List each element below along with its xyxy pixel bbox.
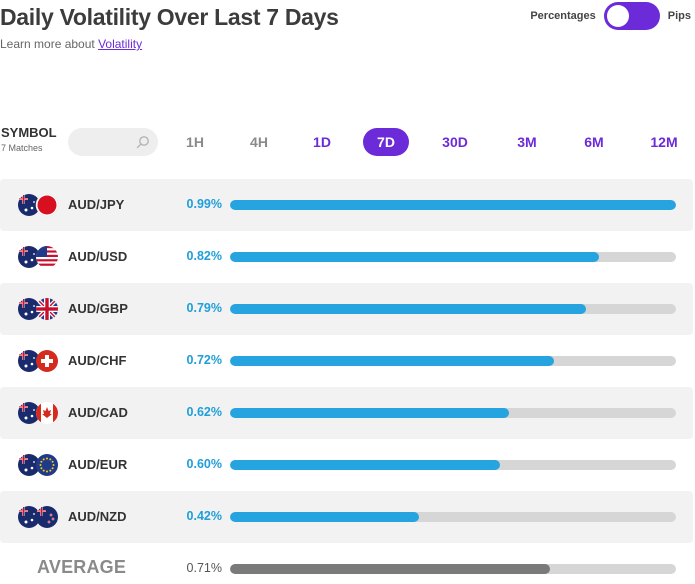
volatility-percent: 0.99% <box>186 197 222 211</box>
tab-timeframe-7d[interactable]: 7D <box>363 128 409 156</box>
toggle-label-pips: Pips <box>667 10 691 22</box>
currency-flags <box>18 454 58 476</box>
table-row[interactable]: AUD/GBP 0.79% <box>0 283 693 335</box>
table-row[interactable]: AUD/CAD 0.62% <box>0 387 693 439</box>
units-toggle-group: Percentages Pips <box>530 2 691 30</box>
toggle-knob <box>606 5 629 27</box>
pair-symbol[interactable]: AUD/USD <box>68 249 128 264</box>
au-flag-icon <box>18 298 40 320</box>
average-percent: 0.71% <box>186 561 222 575</box>
page-title: Daily Volatility Over Last 7 Days <box>0 4 339 30</box>
filter-row: SYMBOL 7 Matches 1H 4H 1D 7D 30D 3M 6M 12M <box>0 124 695 160</box>
volatility-list: AUD/JPY 0.99% AUD/USD 0.82% AUD/GBP 0.79% AUD/… <box>0 179 693 543</box>
volatility-bar-fill <box>230 512 420 522</box>
learn-more-prefix: Learn more about <box>0 37 99 51</box>
learn-more-text: Learn more about Volatility <box>0 37 142 51</box>
pair-symbol[interactable]: AUD/CAD <box>68 405 128 420</box>
tab-timeframe-6m[interactable]: 6M <box>584 134 604 150</box>
table-row[interactable]: AUD/EUR 0.60% <box>0 439 693 491</box>
tab-timeframe-1h[interactable]: 1H <box>186 134 204 150</box>
tab-timeframe-1d[interactable]: 1D <box>313 134 331 150</box>
nz-flag-icon <box>36 506 58 528</box>
tab-timeframe-3m[interactable]: 3M <box>517 134 537 150</box>
au-flag-icon <box>18 350 40 372</box>
average-label: AVERAGE <box>37 557 127 577</box>
symbol-label: SYMBOL <box>1 125 57 140</box>
tab-timeframe-12m[interactable]: 12M <box>650 134 678 150</box>
gb-flag-icon <box>36 298 58 320</box>
volatility-bar-track <box>230 408 676 418</box>
volatility-bar-fill <box>230 252 600 262</box>
table-row[interactable]: AUD/CHF 0.72% <box>0 335 693 387</box>
volatility-bar-fill <box>230 356 555 366</box>
volatility-bar-track <box>230 304 676 314</box>
pair-symbol[interactable]: AUD/EUR <box>68 457 128 472</box>
units-toggle-switch[interactable] <box>603 2 660 30</box>
table-row[interactable]: AUD/NZD 0.42% <box>0 491 693 543</box>
volatility-bar-track <box>230 512 676 522</box>
pair-symbol[interactable]: AUD/NZD <box>68 509 127 524</box>
pair-symbol[interactable]: AUD/CHF <box>68 353 127 368</box>
ch-flag-icon <box>36 350 58 372</box>
volatility-bar-fill <box>230 304 586 314</box>
search-icon[interactable] <box>136 135 150 149</box>
volatility-percent: 0.82% <box>186 249 222 263</box>
table-row[interactable]: AUD/USD 0.82% <box>0 231 693 283</box>
au-flag-icon <box>18 454 40 476</box>
volatility-bar-track <box>230 356 676 366</box>
pair-symbol[interactable]: AUD/GBP <box>68 301 128 316</box>
average-row: AVERAGE 0.71% <box>0 543 693 584</box>
currency-flags <box>18 506 58 528</box>
tab-timeframe-4h[interactable]: 4H <box>250 134 268 150</box>
eu-flag-icon <box>36 454 58 476</box>
volatility-percent: 0.79% <box>186 301 222 315</box>
volatility-bar-track <box>230 252 676 262</box>
volatility-bar-fill <box>230 460 501 470</box>
average-bar-fill <box>230 564 550 574</box>
au-flag-icon <box>18 194 40 216</box>
au-flag-icon <box>18 246 40 268</box>
currency-flags <box>18 246 58 268</box>
table-row[interactable]: AUD/JPY 0.99% <box>0 179 693 231</box>
currency-flags <box>18 298 58 320</box>
ca-flag-icon <box>36 402 58 424</box>
average-bar-track <box>230 564 676 574</box>
volatility-link[interactable]: Volatility <box>98 37 143 51</box>
volatility-percent: 0.42% <box>186 509 222 523</box>
us-flag-icon <box>36 246 58 268</box>
symbol-search-input[interactable] <box>68 128 158 156</box>
volatility-percent: 0.62% <box>186 405 222 419</box>
volatility-bar-track <box>230 200 676 210</box>
currency-flags <box>18 193 59 217</box>
tab-timeframe-30d[interactable]: 30D <box>442 134 468 150</box>
volatility-percent: 0.72% <box>186 353 222 367</box>
currency-flags <box>18 350 58 372</box>
matches-count: 7 Matches <box>1 143 43 153</box>
volatility-bar-fill <box>230 408 510 418</box>
currency-flags <box>18 402 58 424</box>
volatility-percent: 0.60% <box>186 457 222 471</box>
volatility-bar-fill <box>230 200 676 210</box>
au-flag-icon <box>18 402 40 424</box>
jp-flag-icon <box>35 193 59 217</box>
pair-symbol[interactable]: AUD/JPY <box>68 197 125 212</box>
volatility-bar-track <box>230 460 676 470</box>
au-flag-icon <box>18 506 40 528</box>
toggle-label-percentages: Percentages <box>530 10 596 22</box>
